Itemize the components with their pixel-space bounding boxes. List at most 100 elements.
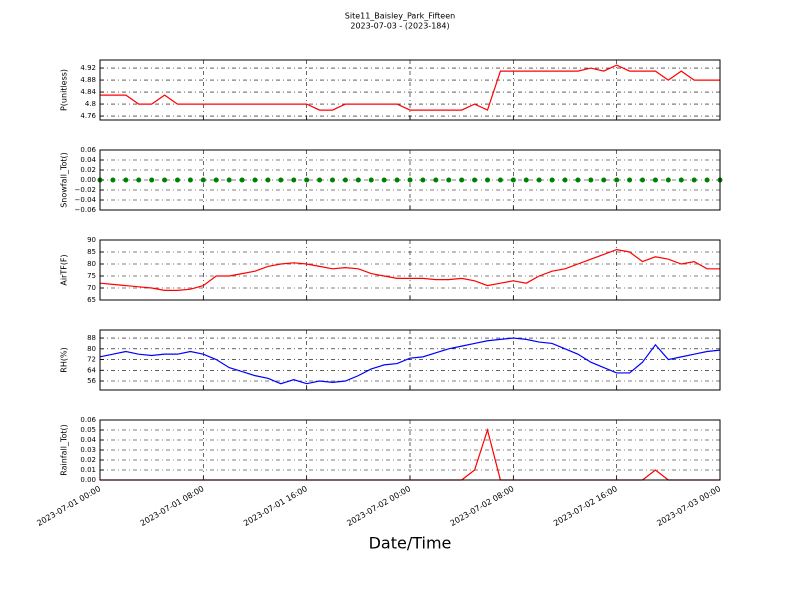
y-tick-label: 65 <box>87 296 96 304</box>
y-tick-label: −0.04 <box>75 196 97 204</box>
x-tick-label: 2023-07-01 08:00 <box>139 484 206 528</box>
plot-frame <box>99 59 721 121</box>
data-point <box>317 177 323 183</box>
data-point <box>678 177 684 183</box>
data-point <box>446 177 452 183</box>
data-point <box>510 177 516 183</box>
plot-frame <box>99 239 721 301</box>
y-tick-label: 88 <box>87 334 96 342</box>
data-point <box>291 177 297 183</box>
data-point <box>420 177 426 183</box>
y-tick-label: 90 <box>87 236 96 244</box>
x-tick-label: 2023-07-02 08:00 <box>449 484 516 528</box>
y-tick-label: 70 <box>87 284 96 292</box>
y-tick-label: 0.05 <box>80 426 96 434</box>
data-point <box>407 177 413 183</box>
y-axis-label: Snowfall_Tot() <box>60 152 69 208</box>
x-tick-label: 2023-07-03 00:00 <box>655 484 722 528</box>
y-tick-label: 0.02 <box>80 166 96 174</box>
data-point <box>136 177 142 183</box>
data-point <box>252 177 258 183</box>
plot-frame <box>99 419 721 481</box>
y-axis-label: Rainfall_Tot() <box>60 424 69 476</box>
y-tick-label: −0.02 <box>75 186 96 194</box>
y-tick-label: 80 <box>87 345 96 353</box>
data-point <box>562 177 568 183</box>
data-point <box>704 177 710 183</box>
data-point <box>342 177 348 183</box>
y-tick-label: 0.04 <box>80 436 96 444</box>
data-point <box>187 177 193 183</box>
data-point <box>213 177 219 183</box>
y-tick-label: 0.06 <box>80 146 96 154</box>
plot-frame <box>99 329 721 391</box>
data-point <box>485 177 490 183</box>
data-point <box>149 177 155 183</box>
data-point <box>368 177 374 183</box>
y-tick-label: 85 <box>87 248 96 256</box>
data-point <box>226 177 232 183</box>
data-point <box>304 177 310 183</box>
x-tick-label: 2023-07-02 16:00 <box>552 484 619 528</box>
data-point <box>330 177 335 183</box>
data-point <box>665 177 671 183</box>
y-tick-label: 4.88 <box>80 76 96 84</box>
data-point <box>123 177 129 183</box>
data-point <box>162 177 168 183</box>
x-tick-label: 2023-07-01 16:00 <box>242 484 309 528</box>
data-point <box>691 177 697 183</box>
data-line <box>99 337 721 385</box>
data-point <box>588 177 594 183</box>
data-point <box>239 177 245 183</box>
y-axis-label: AirTF(F) <box>60 254 69 285</box>
y-tick-label: 56 <box>87 377 96 385</box>
y-tick-label: 80 <box>87 260 96 268</box>
data-point <box>472 177 478 183</box>
data-point <box>640 177 645 183</box>
data-point <box>523 177 529 183</box>
y-tick-label: 72 <box>87 356 96 364</box>
data-point <box>200 177 206 183</box>
y-tick-label: 0.01 <box>80 466 96 474</box>
y-tick-label: 0.02 <box>80 456 96 464</box>
data-point <box>614 177 620 183</box>
y-tick-label: 4.84 <box>80 88 96 96</box>
y-tick-label: 4.92 <box>80 64 96 72</box>
y-tick-label: 0.00 <box>80 476 96 484</box>
figure-subtitle: 2023-07-03 - (2023-184) <box>350 22 449 31</box>
data-point <box>549 177 555 183</box>
y-axis-label: P(unitless) <box>60 69 69 111</box>
data-point <box>652 177 658 183</box>
y-tick-label: 0.00 <box>80 176 96 184</box>
y-tick-label: 75 <box>87 272 96 280</box>
data-point <box>497 177 503 183</box>
data-line <box>99 248 720 291</box>
data-line <box>100 64 720 111</box>
data-point <box>627 177 633 183</box>
data-point <box>459 177 465 183</box>
data-point <box>110 177 116 183</box>
x-axis-label: Date/Time <box>369 534 452 553</box>
data-point <box>175 177 180 183</box>
data-point <box>278 177 284 183</box>
data-point <box>536 177 542 183</box>
y-tick-label: 0.04 <box>80 156 96 164</box>
y-tick-label: 4.76 <box>80 112 96 120</box>
figure-title: Site11_Baisley_Park_Fifteen <box>345 12 455 21</box>
data-point <box>355 177 361 183</box>
y-tick-label: 0.06 <box>80 416 96 424</box>
y-tick-label: 0.03 <box>80 446 96 454</box>
x-tick-label: 2023-07-01 00:00 <box>35 484 102 528</box>
data-point <box>575 177 581 183</box>
plot-frame <box>99 149 721 211</box>
data-point <box>433 177 439 183</box>
data-point <box>601 177 607 183</box>
x-tick-label: 2023-07-02 00:00 <box>345 484 412 528</box>
y-tick-label: 64 <box>87 366 96 374</box>
data-point <box>381 177 387 183</box>
data-point <box>265 177 271 183</box>
y-axis-label: RH(%) <box>60 347 69 372</box>
y-tick-label: −0.06 <box>75 206 97 214</box>
data-point <box>394 177 400 183</box>
